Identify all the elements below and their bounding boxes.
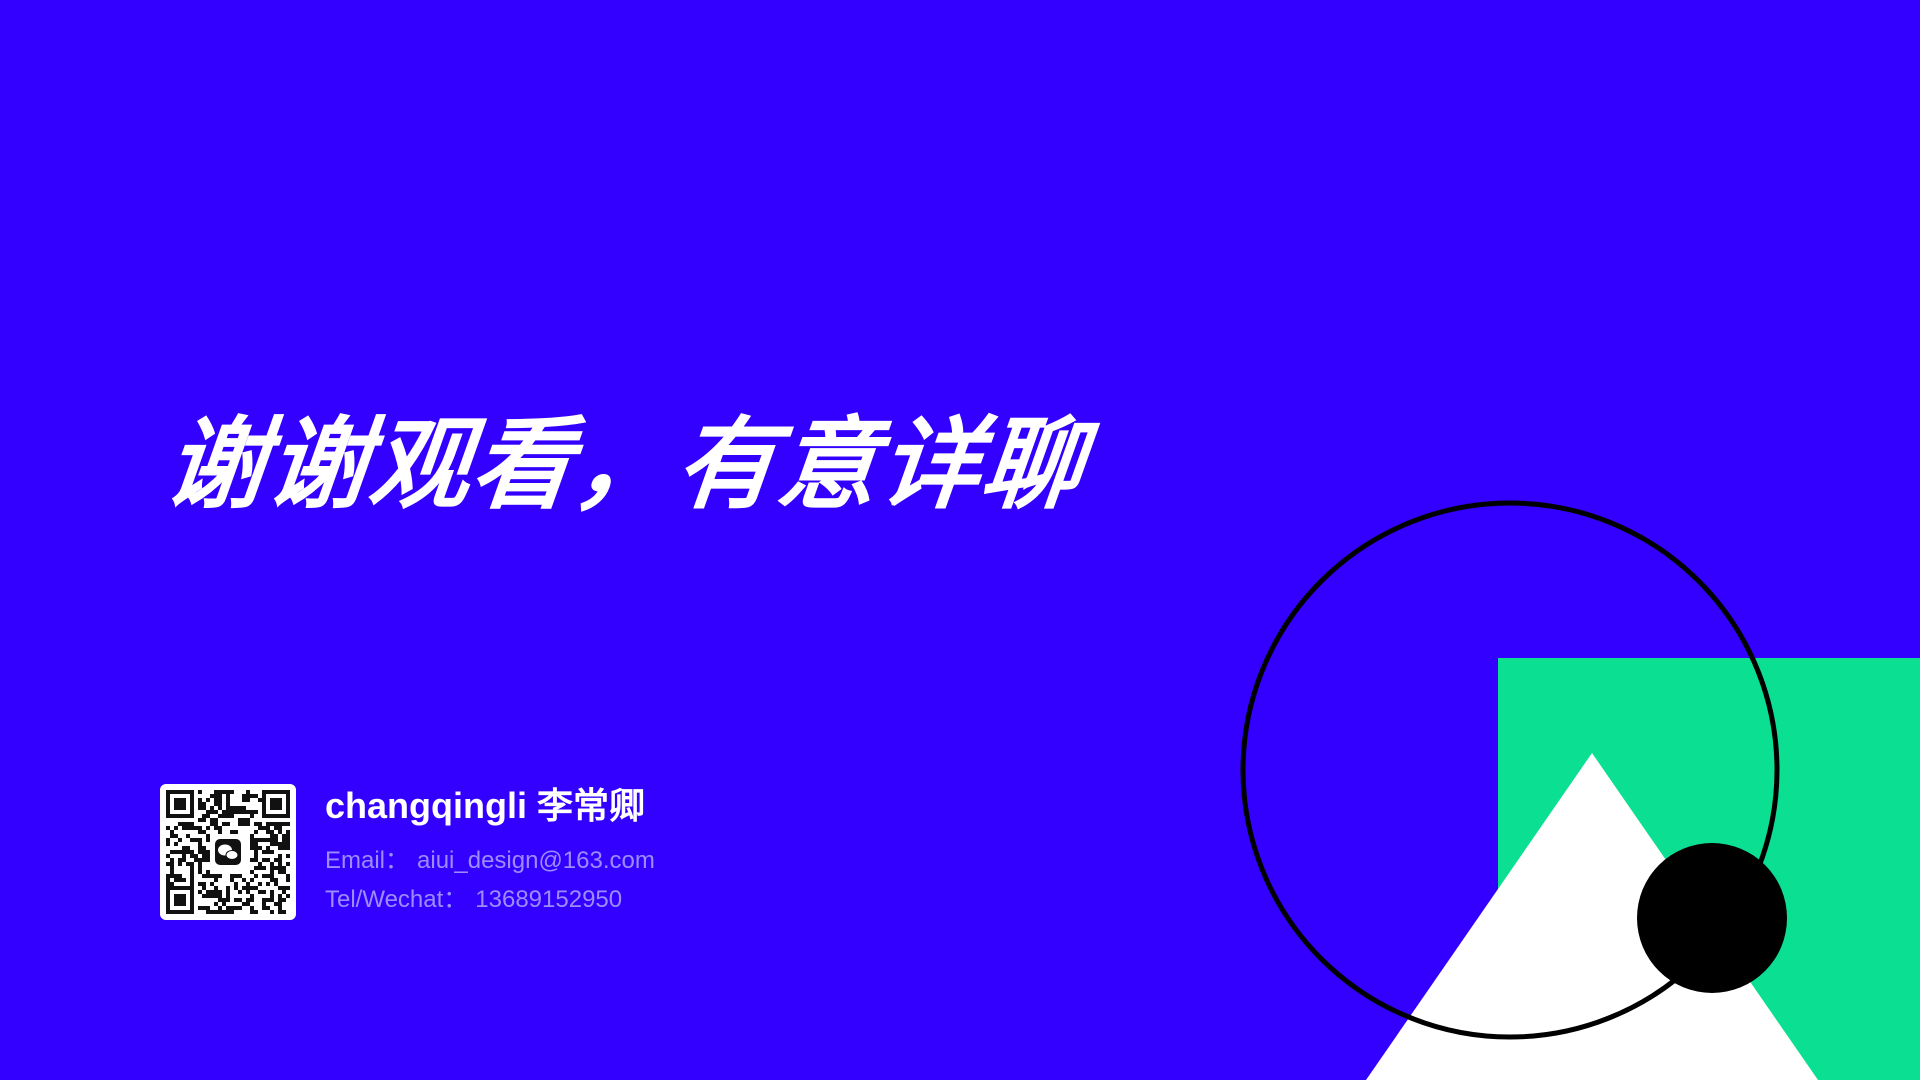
qr-code-wechat-icon xyxy=(160,784,296,920)
green-square xyxy=(1498,658,1920,1080)
headline: 谢谢观看，有意详聊 xyxy=(160,406,1091,523)
email-label: Email： xyxy=(325,847,410,874)
tel-line: Tel/Wechat： 13689152950 xyxy=(325,885,622,915)
white-triangle xyxy=(1366,753,1818,1080)
email-line: Email： aiui_design@163.com xyxy=(325,846,655,876)
tel-value: 13689152950 xyxy=(475,886,623,913)
outline-circle xyxy=(1240,500,1780,1040)
tel-label: Tel/Wechat： xyxy=(325,886,468,913)
email-value: aiui_design@163.com xyxy=(417,847,655,874)
contact-name: changqingli 李常卿 xyxy=(325,785,645,826)
black-dot xyxy=(1637,843,1787,993)
